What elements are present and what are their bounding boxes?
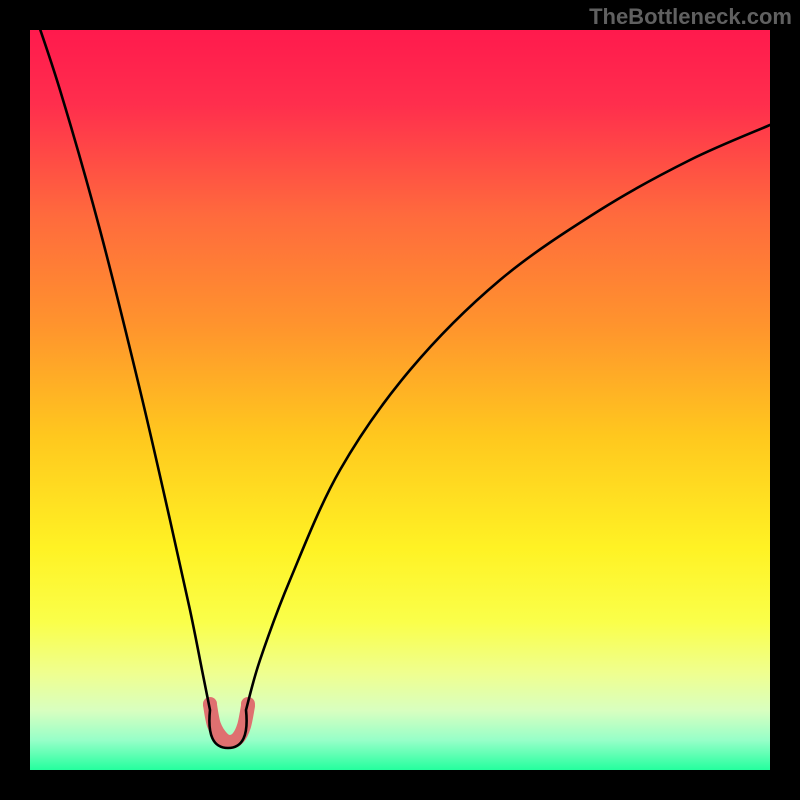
chart-frame: TheBottleneck.com xyxy=(0,0,800,800)
plot-area xyxy=(30,30,770,770)
curve-layer xyxy=(30,30,770,770)
watermark-text: TheBottleneck.com xyxy=(589,4,792,30)
bottleneck-curve xyxy=(30,30,770,748)
minimum-highlight xyxy=(210,705,248,742)
